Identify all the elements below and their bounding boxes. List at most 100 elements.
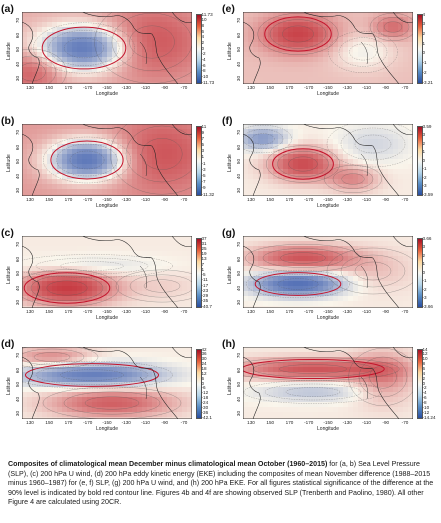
colorbar-label: 2 bbox=[422, 30, 426, 36]
y-tick-label: 70 bbox=[236, 17, 242, 24]
colorbar-label: 3 bbox=[422, 21, 426, 27]
colorbar-label: -1 bbox=[422, 166, 427, 171]
y-tick-label: 40 bbox=[15, 61, 21, 67]
colorbar-label: -6 bbox=[422, 395, 427, 401]
colorbar-label: 19 bbox=[201, 251, 207, 257]
colorbar-label: -42.1 bbox=[201, 414, 212, 420]
colorbar-label: 7 bbox=[201, 261, 205, 267]
x-tick-label: -70 bbox=[180, 309, 188, 314]
y-axis-title: Latitude bbox=[6, 377, 12, 395]
colorbar-label: 1 bbox=[422, 261, 426, 266]
y-tick-label: 60 bbox=[236, 32, 242, 38]
x-tick-label: -150 bbox=[102, 197, 112, 202]
map-panel-h bbox=[243, 347, 413, 419]
x-tick-label: -130 bbox=[121, 309, 131, 314]
colorbar-label: 2 bbox=[422, 252, 426, 258]
x-tick-label: -170 bbox=[304, 197, 314, 202]
y-tick-label: 50 bbox=[15, 381, 21, 388]
x-tick-label: 170 bbox=[64, 420, 73, 425]
x-tick-label: 150 bbox=[45, 420, 54, 425]
x-tick-label: -70 bbox=[401, 420, 409, 425]
colorbar-label: 37 bbox=[201, 235, 207, 241]
colorbar-label: -30 bbox=[201, 404, 209, 410]
colorbar-label: 2 bbox=[201, 39, 205, 45]
x-tick-label: 130 bbox=[247, 309, 255, 314]
x-tick-label: 170 bbox=[64, 197, 73, 202]
y-tick-label: 30 bbox=[15, 410, 21, 417]
colorbar-label: -40.7 bbox=[201, 303, 212, 309]
colorbar-label: -17 bbox=[201, 282, 209, 288]
colorbar-label: 24 bbox=[201, 361, 207, 367]
colorbar-label: -29 bbox=[201, 293, 209, 299]
y-tick-label: 40 bbox=[236, 285, 242, 291]
colorbar-label: 13 bbox=[201, 256, 207, 262]
y-axis-title: Latitude bbox=[227, 266, 233, 284]
y-tick-label: 30 bbox=[15, 75, 21, 82]
colorbar-label: 10 bbox=[422, 356, 428, 362]
x-tick-label: 150 bbox=[266, 85, 275, 90]
y-axis-title: Latitude bbox=[227, 42, 233, 60]
x-tick-label: 170 bbox=[64, 309, 73, 314]
y-axis-title: Latitude bbox=[6, 154, 12, 172]
x-tick-label: -110 bbox=[141, 85, 150, 90]
colorbar-label: -9 bbox=[201, 185, 206, 191]
y-tick-label: 60 bbox=[236, 256, 242, 262]
colorbar-e bbox=[417, 14, 423, 84]
colorbar-label: 4 bbox=[422, 370, 426, 376]
colorbar-label: -12 bbox=[201, 390, 209, 396]
x-tick-label: 170 bbox=[285, 85, 294, 90]
colorbar-label: 0 bbox=[422, 380, 426, 386]
x-tick-label: 150 bbox=[45, 197, 54, 202]
x-axis-title: Longitude bbox=[96, 203, 118, 209]
x-tick-label: -70 bbox=[180, 197, 188, 202]
x-tick-label: -130 bbox=[121, 197, 131, 202]
y-tick-label: 60 bbox=[236, 144, 242, 150]
colorbar-label: 14 bbox=[422, 346, 428, 352]
y-tick-label: 70 bbox=[15, 352, 21, 359]
colorbar-c bbox=[196, 238, 202, 308]
colorbar-label: 4 bbox=[201, 34, 205, 40]
x-tick-label: -170 bbox=[83, 85, 93, 90]
colorbar-label: 2 bbox=[422, 375, 426, 381]
colorbar-label: -8 bbox=[201, 68, 206, 74]
colorbar-label: 1 bbox=[201, 154, 205, 160]
x-tick-label: -110 bbox=[362, 309, 371, 314]
y-tick-label: 40 bbox=[15, 173, 21, 179]
y-tick-label: 30 bbox=[236, 75, 242, 82]
x-tick-label: 170 bbox=[64, 85, 73, 90]
colorbar-label: 4 bbox=[422, 11, 426, 17]
colorbar-label: -1 bbox=[422, 278, 427, 283]
colorbar-label: 5 bbox=[201, 142, 205, 148]
x-tick-label: 150 bbox=[45, 309, 54, 314]
x-tick-label: -130 bbox=[342, 420, 352, 425]
x-axis-title: Longitude bbox=[96, 426, 118, 432]
x-tick-label: -150 bbox=[323, 85, 333, 90]
colorbar-label: 10 bbox=[201, 17, 207, 23]
y-tick-label: 70 bbox=[236, 129, 242, 136]
panel-tag-b: (b) bbox=[1, 115, 15, 127]
x-tick-label: -110 bbox=[362, 85, 371, 90]
y-tick-label: 50 bbox=[15, 158, 21, 165]
x-tick-label: 130 bbox=[26, 85, 34, 90]
y-tick-label: 50 bbox=[236, 381, 242, 388]
colorbar-label: 42 bbox=[201, 346, 207, 352]
map-panel-e bbox=[243, 12, 413, 84]
colorbar-label: -2 bbox=[422, 286, 427, 292]
y-tick-label: 40 bbox=[15, 396, 21, 402]
panel-tag-g: (g) bbox=[222, 227, 236, 239]
y-tick-label: 30 bbox=[236, 187, 242, 194]
caption-bold: Composites of climatological mean Decemb… bbox=[8, 460, 328, 468]
colorbar-label: 1 bbox=[422, 149, 426, 154]
y-tick-label: 50 bbox=[15, 270, 21, 277]
colorbar-label: -4 bbox=[422, 390, 427, 396]
colorbar-label: 31 bbox=[201, 240, 207, 246]
y-tick-label: 40 bbox=[236, 396, 242, 402]
y-tick-label: 70 bbox=[15, 241, 21, 248]
panel-tag-c: (c) bbox=[1, 227, 14, 239]
colorbar-label: -5 bbox=[201, 172, 206, 178]
colorbar-label: 0 bbox=[201, 45, 205, 51]
colorbar-label: -5 bbox=[201, 272, 206, 278]
colorbar-label: -14.24 bbox=[422, 414, 436, 420]
colorbar-label: -12 bbox=[422, 409, 430, 415]
x-tick-label: 130 bbox=[247, 420, 255, 425]
